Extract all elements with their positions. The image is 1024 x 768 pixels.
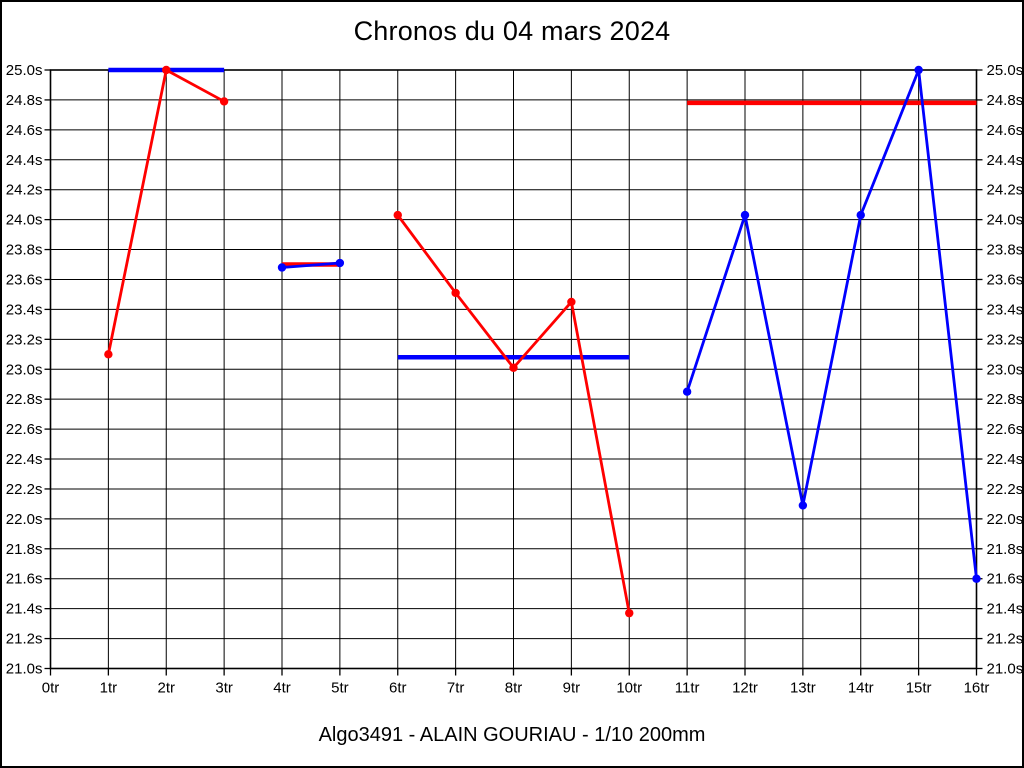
y-axis-label-right: 21.2s (987, 631, 1024, 648)
y-axis-label-right: 24.6s (987, 122, 1024, 139)
y-axis-label-left: 22.4s (6, 451, 43, 468)
data-point-blue (335, 258, 345, 268)
data-point-red (567, 297, 576, 307)
data-point-red (219, 97, 229, 106)
x-axis-label: 4tr (273, 680, 291, 697)
data-point-blue (798, 501, 808, 510)
x-axis-label: 11tr (675, 680, 700, 697)
y-axis-label-left: 24.6s (6, 122, 43, 139)
x-axis-label: 14tr (848, 680, 874, 697)
y-axis-label-left: 23.4s (6, 301, 43, 318)
y-axis-label-left: 21.0s (6, 661, 43, 678)
x-axis-label: 3tr (215, 680, 233, 697)
data-point-red (625, 608, 634, 618)
y-axis-label-left: 22.0s (6, 511, 43, 528)
y-axis-label-right: 21.4s (987, 601, 1024, 618)
data-point-red (451, 288, 460, 298)
y-axis-label-left: 23.2s (6, 331, 43, 348)
data-point-blue (740, 210, 750, 220)
x-axis-label: 5tr (331, 680, 349, 697)
x-axis-label: 16tr (964, 680, 990, 697)
data-point-blue (277, 263, 287, 272)
x-axis-label: 6tr (389, 680, 407, 697)
y-axis-label-right: 21.6s (987, 571, 1024, 588)
x-axis-label: 10tr (616, 680, 642, 697)
series-line-blue (281, 261, 340, 269)
x-axis-label: 13tr (790, 680, 816, 697)
data-point-red (509, 363, 518, 372)
y-axis-label-right: 23.8s (987, 242, 1024, 259)
series-line-blue (685, 68, 978, 579)
data-point-blue (856, 210, 865, 220)
y-axis-label-left: 21.2s (6, 631, 43, 648)
y-axis-label-right: 21.8s (987, 541, 1024, 558)
y-axis-label-left: 22.6s (6, 421, 43, 438)
y-axis-label-left: 21.8s (6, 541, 43, 558)
y-axis-label-left: 24.0s (6, 212, 43, 229)
y-axis-label-left: 23.8s (6, 242, 43, 259)
y-axis-label-right: 21.0s (987, 661, 1024, 678)
y-axis-label-left: 21.4s (6, 601, 43, 618)
y-axis-label-right: 22.6s (987, 421, 1024, 438)
x-axis-label: 2tr (157, 680, 175, 697)
data-point-blue (914, 65, 923, 75)
y-axis-label-left: 22.8s (6, 391, 43, 408)
x-axis-label: 12tr (732, 680, 758, 697)
data-point-red (162, 65, 171, 75)
y-axis-label-left: 25.0s (6, 62, 43, 79)
y-axis-label-right: 23.2s (987, 331, 1024, 348)
x-axis-label: 8tr (505, 680, 523, 697)
y-axis-label-left: 24.2s (6, 182, 43, 199)
y-axis-label-right: 22.8s (987, 391, 1024, 408)
x-axis-label: 15tr (906, 680, 932, 697)
y-axis-label-right: 23.6s (987, 271, 1024, 288)
y-axis-label-right: 23.4s (987, 301, 1024, 318)
plot-border (49, 69, 978, 670)
y-axis-label-right: 24.8s (987, 92, 1024, 109)
data-point-red (393, 210, 402, 220)
y-axis-label-right: 22.4s (987, 451, 1024, 468)
y-axis-label-left: 24.8s (6, 92, 43, 109)
x-axis-label: 9tr (563, 680, 581, 697)
x-axis-label: 1tr (100, 680, 118, 697)
y-axis-label-right: 22.2s (987, 481, 1024, 498)
data-point-blue (682, 387, 692, 396)
y-axis-label-left: 23.6s (6, 271, 43, 288)
y-axis-label-right: 24.4s (987, 152, 1024, 169)
chart-subtitle: Algo3491 - ALAIN GOURIAU - 1/10 200mm (318, 724, 706, 746)
y-axis-label-left: 24.4s (6, 152, 43, 169)
y-axis-label-right: 22.0s (987, 511, 1024, 528)
y-axis-label-right: 25.0s (987, 62, 1024, 79)
x-axis-label: 0tr (42, 680, 60, 697)
y-axis-label-right: 24.0s (987, 212, 1024, 229)
y-axis-label-right: 24.2s (987, 182, 1024, 199)
data-point-red (104, 350, 113, 359)
y-axis-label-left: 21.6s (6, 571, 43, 588)
x-axis-label: 7tr (447, 680, 465, 697)
y-axis-label-right: 23.0s (987, 361, 1024, 378)
y-axis-label-left: 22.2s (6, 481, 43, 498)
data-point-blue (972, 574, 981, 583)
y-axis-label-left: 23.0s (6, 361, 43, 378)
chart-title: Chronos du 04 mars 2024 (353, 16, 671, 46)
